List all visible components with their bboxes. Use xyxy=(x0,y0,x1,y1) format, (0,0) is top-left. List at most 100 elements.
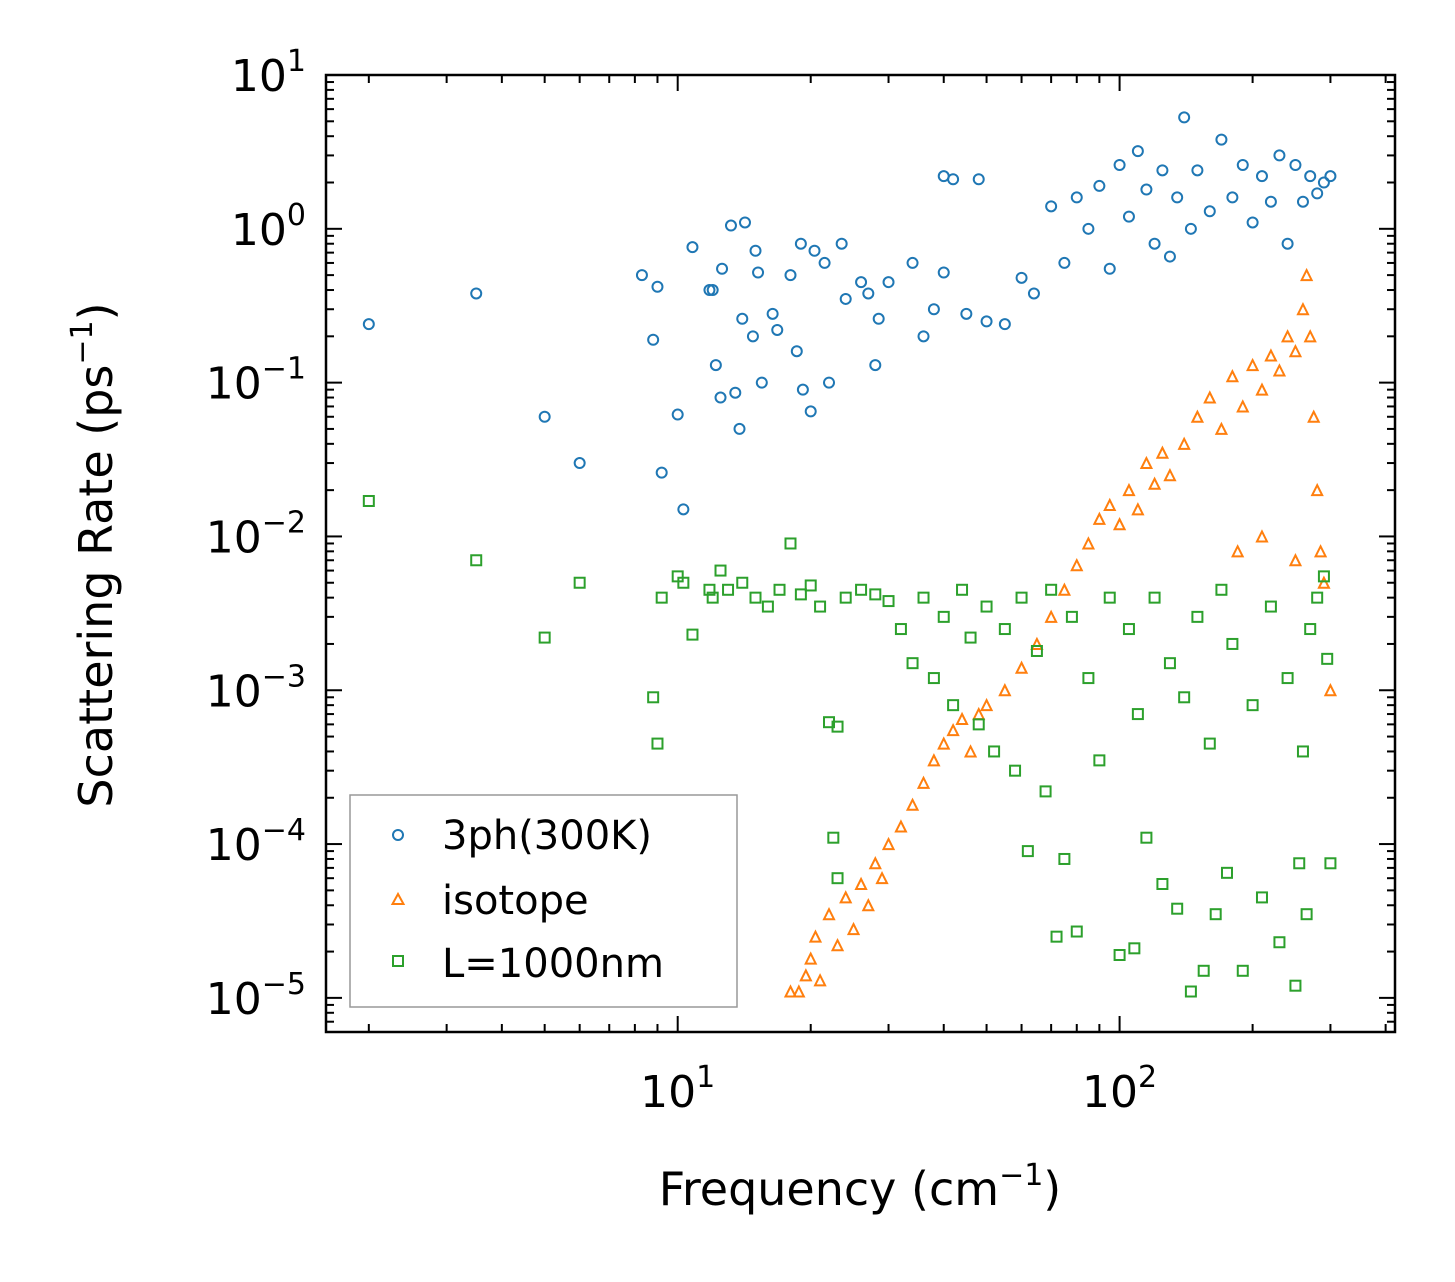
data-point xyxy=(854,876,868,890)
y-tick-label-exponent: 1 xyxy=(287,44,306,79)
legend-entry-3ph: 3ph(300K) xyxy=(392,813,652,859)
data-point xyxy=(988,745,1001,758)
data-point xyxy=(1300,267,1314,282)
data-point xyxy=(677,576,690,589)
data-point xyxy=(1215,583,1228,596)
data-point xyxy=(647,333,660,346)
data-point xyxy=(1058,256,1071,269)
data-point xyxy=(1273,936,1286,949)
data-point xyxy=(1163,467,1177,482)
legend-box xyxy=(349,794,738,1008)
data-point xyxy=(998,683,1012,697)
data-point xyxy=(1139,455,1154,470)
data-point xyxy=(766,307,779,320)
legend-entry-boundary: L=1000nm xyxy=(392,941,664,987)
data-point xyxy=(771,323,784,336)
data-point xyxy=(538,631,551,644)
data-point xyxy=(1264,600,1277,613)
y-tick-label-exponent: 0 xyxy=(287,198,306,233)
data-point xyxy=(937,610,950,623)
data-point xyxy=(1131,145,1144,158)
data-point xyxy=(972,718,985,731)
x-axis-title-text: Frequency (cm xyxy=(659,1162,999,1216)
data-point xyxy=(1281,237,1294,250)
data-point xyxy=(813,973,827,987)
data-point xyxy=(822,906,836,921)
data-point xyxy=(1226,191,1239,204)
data-point xyxy=(746,330,759,343)
data-point xyxy=(980,315,993,328)
data-point xyxy=(1131,502,1145,516)
data-point xyxy=(875,870,889,885)
data-point xyxy=(1288,553,1303,567)
data-point xyxy=(1147,476,1162,490)
data-point xyxy=(1045,583,1058,596)
data-point xyxy=(1184,222,1197,235)
data-point xyxy=(839,890,853,904)
data-point xyxy=(1027,287,1040,300)
data-point xyxy=(686,241,699,254)
data-point xyxy=(470,554,483,567)
data-point xyxy=(1128,942,1141,955)
data-point xyxy=(980,600,993,613)
data-point xyxy=(573,457,586,470)
data-point xyxy=(784,537,797,550)
data-point xyxy=(955,711,969,726)
data-point xyxy=(1057,582,1071,596)
data-point xyxy=(1191,610,1204,623)
data-point xyxy=(1288,343,1303,358)
data-point xyxy=(946,722,960,737)
y-tick-label-exponent: −3 xyxy=(262,659,306,694)
y-axis-title-close: ) xyxy=(69,302,123,320)
data-point xyxy=(761,600,774,613)
data-point xyxy=(804,405,817,418)
y-tick-label: 10−5 xyxy=(206,967,306,1025)
legend-label-3ph: 3ph(300K) xyxy=(442,813,652,859)
data-point xyxy=(1264,195,1277,208)
data-point xyxy=(796,383,809,396)
y-tick-label: 10−3 xyxy=(206,659,306,717)
data-point xyxy=(1289,158,1302,171)
data-point xyxy=(1070,925,1083,938)
data-point xyxy=(716,262,729,275)
data-point xyxy=(1045,200,1058,213)
data-point xyxy=(1014,660,1029,674)
data-point xyxy=(963,744,978,758)
data-point xyxy=(752,266,765,279)
data-point xyxy=(714,564,727,577)
data-point xyxy=(1015,271,1028,284)
data-point xyxy=(827,831,840,844)
data-point xyxy=(882,595,895,608)
data-point xyxy=(1093,179,1106,192)
y-tick-label: 10−4 xyxy=(206,813,306,871)
data-point xyxy=(1273,149,1286,162)
x-axis-title-close: ) xyxy=(1043,1162,1061,1216)
data-point xyxy=(1156,164,1169,177)
data-point xyxy=(868,856,882,870)
data-point xyxy=(947,173,960,186)
data-point xyxy=(927,303,940,316)
data-point xyxy=(1226,637,1239,650)
x-axis-title-sup: −1 xyxy=(999,1158,1043,1193)
y-tick-label-exponent: −2 xyxy=(262,505,306,540)
data-point xyxy=(882,276,895,289)
data-point xyxy=(1236,964,1249,977)
data-point xyxy=(1122,210,1135,223)
data-point xyxy=(937,736,951,750)
series-1 xyxy=(783,267,1338,998)
data-point xyxy=(1093,754,1106,767)
data-point xyxy=(1255,891,1268,904)
data-point xyxy=(703,583,716,596)
data-point xyxy=(706,591,719,604)
x-tick-label-exponent: 2 xyxy=(1138,1060,1157,1095)
data-point xyxy=(729,386,742,399)
data-point xyxy=(783,984,798,998)
data-point xyxy=(1304,623,1317,636)
x-tick-label-base: 10 xyxy=(640,1067,696,1118)
data-point xyxy=(906,256,919,269)
data-point xyxy=(671,408,684,421)
data-point xyxy=(1058,852,1071,865)
data-point xyxy=(1317,176,1330,189)
data-point xyxy=(1280,329,1295,343)
legend-marker-square xyxy=(392,955,404,967)
